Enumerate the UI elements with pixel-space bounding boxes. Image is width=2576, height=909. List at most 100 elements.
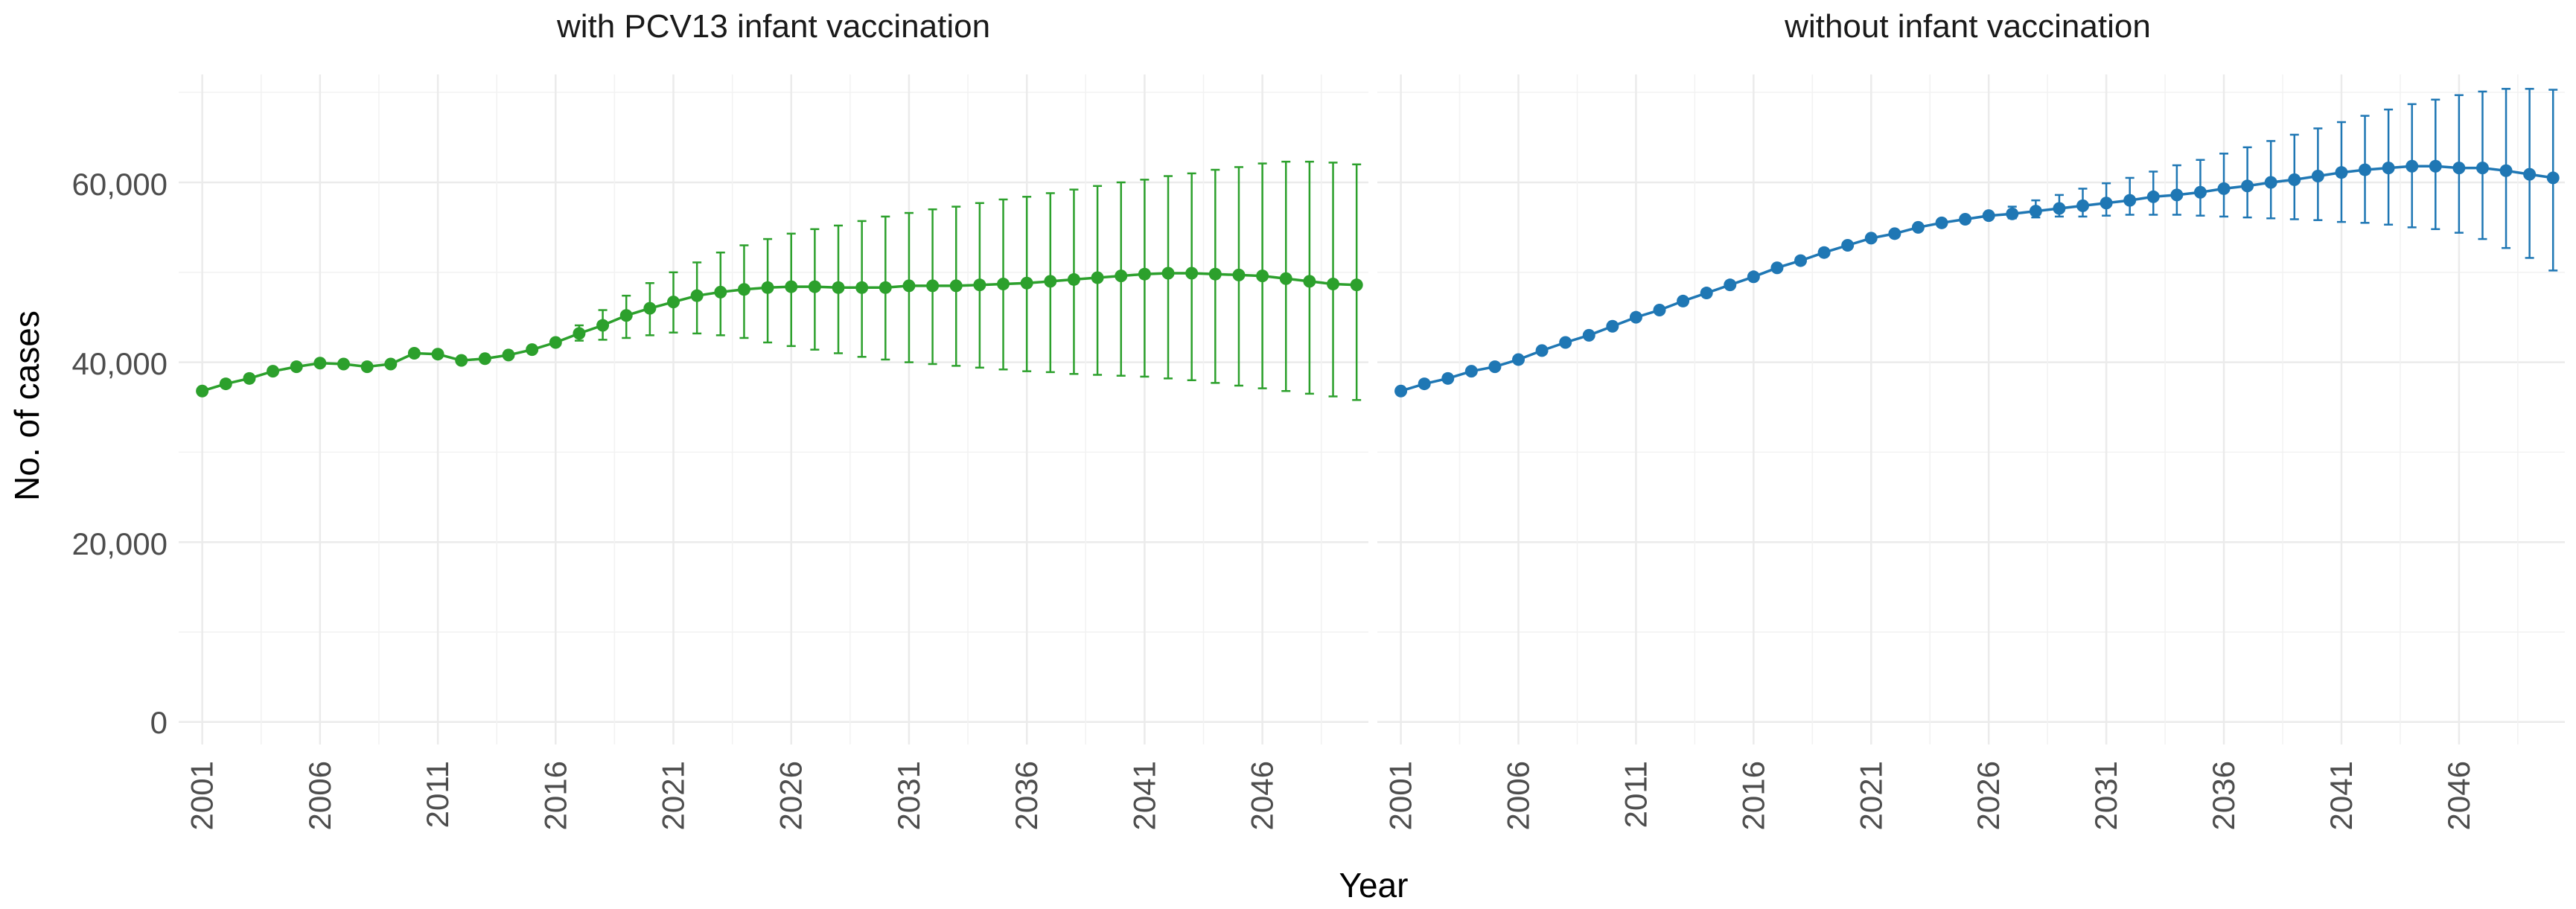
- data-point: [1303, 275, 1316, 288]
- x-tick-label: 2036: [2206, 761, 2241, 830]
- data-point: [526, 343, 539, 357]
- x-tick-label: 2031: [891, 761, 926, 830]
- data-point: [1185, 267, 1199, 280]
- x-tick-label: 2041: [2324, 761, 2359, 830]
- data-point: [1982, 209, 1995, 223]
- data-point: [1629, 310, 1642, 324]
- data-point: [407, 346, 421, 360]
- data-point: [502, 348, 515, 362]
- data-point: [1091, 271, 1104, 284]
- data-point: [1418, 377, 1431, 391]
- data-point: [690, 289, 704, 302]
- data-point: [1747, 270, 1760, 284]
- data-point: [2523, 168, 2537, 181]
- data-point: [2406, 159, 2419, 173]
- data-point: [313, 357, 327, 370]
- data-point: [1888, 227, 1901, 240]
- data-point: [337, 357, 351, 371]
- data-point: [1464, 365, 1478, 378]
- data-point: [643, 302, 657, 315]
- data-point: [360, 360, 374, 374]
- data-point: [1161, 267, 1175, 280]
- data-point: [2076, 199, 2090, 212]
- x-tick-label: 2011: [1618, 761, 1653, 828]
- data-point: [2006, 207, 2019, 220]
- data-point: [1935, 216, 1948, 229]
- data-point: [596, 319, 610, 332]
- data-point: [1441, 371, 1455, 385]
- data-point: [2452, 162, 2466, 175]
- x-tick-label: 2046: [2441, 761, 2476, 830]
- series-layer: [196, 88, 2560, 401]
- data-point: [2429, 159, 2442, 173]
- series-line: [1400, 165, 2554, 392]
- x-tick-label: 2026: [1971, 761, 2006, 830]
- data-point: [384, 357, 398, 371]
- data-point: [1232, 268, 1246, 281]
- y-tick-label: 0: [150, 705, 168, 740]
- data-point: [267, 365, 280, 378]
- data-point: [1606, 319, 1619, 333]
- x-tick-label: 2031: [2088, 761, 2123, 830]
- data-point: [2264, 176, 2277, 189]
- data-point: [1350, 278, 1363, 292]
- data-point: [1327, 277, 1340, 290]
- data-point: [855, 281, 869, 294]
- data-point: [2382, 162, 2395, 175]
- data-point: [902, 279, 916, 293]
- x-tick-label: 2021: [1853, 761, 1888, 830]
- data-point: [2335, 166, 2348, 179]
- x-axis-tick-labels-vaccination: 2001 2006 2011 2016 2021 2026 2031 2036 …: [185, 761, 1280, 830]
- data-point: [2100, 197, 2113, 210]
- data-point: [2241, 179, 2254, 193]
- data-point: [1256, 269, 1269, 283]
- x-tick-label: 2016: [538, 761, 573, 830]
- data-point: [2475, 162, 2489, 175]
- data-point: [1653, 304, 1666, 317]
- data-point: [1512, 353, 1525, 366]
- data-point: [667, 296, 680, 309]
- data-point: [2546, 171, 2560, 185]
- panel-titles: with PCV13 infant vaccination without in…: [556, 8, 2151, 45]
- data-point: [549, 336, 562, 349]
- data-point: [949, 279, 963, 293]
- data-point: [573, 327, 586, 340]
- data-point: [1864, 232, 1878, 245]
- series-line: [202, 272, 1357, 392]
- y-axis-tick-labels: 0 20,000 40,000 60,000: [72, 167, 168, 740]
- data-point: [478, 352, 491, 366]
- data-point: [1724, 278, 1737, 292]
- x-axis-tick-labels-no-vaccination: 2001 2006 2011 2016 2021 2026 2031 2036 …: [1383, 761, 2476, 830]
- x-tick-label: 2011: [420, 761, 455, 828]
- data-point: [196, 384, 209, 398]
- data-point: [2170, 188, 2184, 202]
- data-point: [879, 281, 892, 294]
- x-axis-title: Year: [1339, 866, 1409, 905]
- data-point: [455, 354, 468, 367]
- data-point: [1044, 275, 1057, 288]
- data-point: [926, 279, 940, 293]
- x-tick-label: 2046: [1245, 761, 1280, 830]
- data-point: [737, 283, 750, 296]
- data-point: [2499, 164, 2513, 177]
- data-point: [1559, 336, 1572, 349]
- data-point: [1535, 344, 1549, 357]
- panel-title-no-vaccination: without infant vaccination: [1784, 8, 2151, 45]
- data-point: [1841, 239, 1855, 252]
- grid-layer: [179, 74, 2565, 744]
- data-point: [1700, 287, 1713, 300]
- data-point: [1067, 272, 1080, 286]
- x-tick-label: 2006: [1501, 761, 1536, 830]
- y-tick-label: 20,000: [72, 526, 168, 561]
- data-point: [431, 348, 444, 361]
- x-tick-label: 2021: [656, 761, 691, 830]
- data-point: [1394, 384, 1408, 398]
- data-point: [2288, 173, 2301, 186]
- series-no-vaccination: [1394, 88, 2560, 398]
- data-point: [2029, 205, 2042, 218]
- data-point: [2053, 202, 2066, 215]
- data-point: [1279, 272, 1292, 285]
- y-tick-label: 60,000: [72, 167, 168, 202]
- data-point: [2123, 194, 2137, 207]
